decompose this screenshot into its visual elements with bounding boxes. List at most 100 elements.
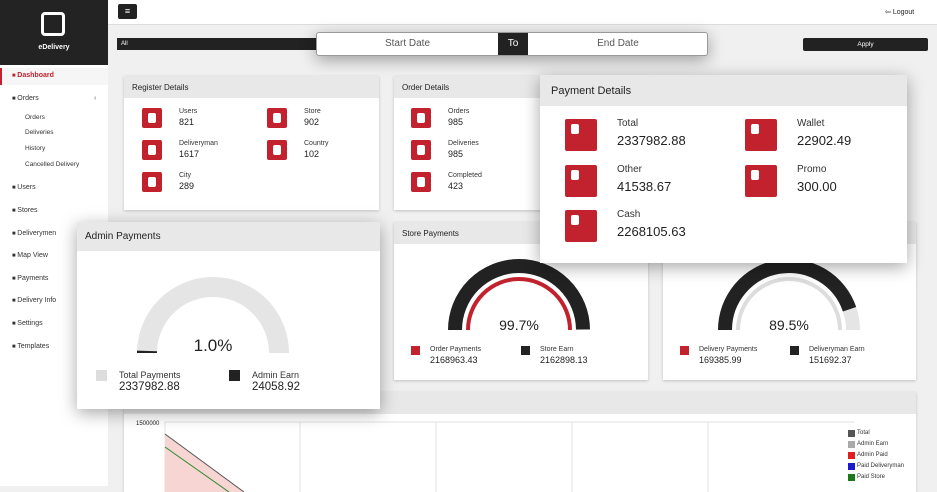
date-range: Start Date To End Date — [316, 32, 708, 56]
item-value: 41538.67 — [617, 179, 671, 194]
logout-text: Logout — [893, 9, 914, 16]
menu-label: Map View — [17, 252, 48, 259]
item-label: Store — [304, 108, 321, 115]
legend-value: 2162898.13 — [540, 355, 588, 365]
item-label: Total — [617, 118, 638, 129]
gauge-label: 99.7% — [479, 317, 559, 333]
menu-toggle[interactable]: ≡ — [118, 4, 137, 19]
to-label: To — [498, 33, 528, 55]
item-value: 102 — [304, 149, 319, 159]
icon — [411, 140, 431, 160]
icon — [142, 108, 162, 128]
icon — [142, 172, 162, 192]
submenu-item[interactable]: History — [25, 145, 45, 152]
item-label: Country — [304, 140, 329, 147]
start-date[interactable]: Start Date — [317, 33, 498, 55]
y-tick-label: 1500000 — [136, 421, 159, 427]
submenu-item[interactable]: Deliveries — [25, 129, 54, 136]
legend-label: Delivery Payments — [699, 346, 757, 353]
item-value: 289 — [179, 181, 194, 191]
topbar: ≡ ⇦ Logout — [108, 0, 937, 25]
item-label: Deliveries — [448, 140, 479, 147]
item-value: 821 — [179, 117, 194, 127]
item-value: 985 — [448, 117, 463, 127]
item-label: Wallet — [797, 118, 824, 129]
menu-label: Payments — [17, 275, 48, 282]
legend-value: 24058.92 — [252, 381, 300, 393]
item-value: 902 — [304, 117, 319, 127]
card-title: Payment Details — [540, 75, 907, 106]
menu-item[interactable]: ■ Stores — [12, 207, 38, 214]
brand: eDelivery — [0, 44, 108, 51]
item-value: 300.00 — [797, 179, 837, 194]
menu-item[interactable]: ■ Deliverymen — [12, 230, 56, 237]
icon — [565, 210, 597, 242]
menu-item[interactable]: ■ Settings — [12, 320, 43, 327]
legend-swatch — [680, 346, 689, 355]
logout[interactable]: ⇦ Logout — [885, 8, 914, 16]
menu-item[interactable]: ■ Delivery Info — [12, 297, 56, 304]
legend-swatch — [848, 474, 855, 481]
grid — [165, 422, 854, 492]
chevron: ‹ — [94, 95, 96, 102]
menu-item[interactable]: ■ Payments — [12, 275, 48, 282]
legend-label: Deliveryman Earn — [809, 346, 865, 353]
item-label: Deliveryman — [179, 140, 218, 147]
item-value: 1617 — [179, 149, 199, 159]
item-value: 2337982.88 — [617, 133, 686, 148]
menu-label: Templates — [17, 343, 49, 350]
gauge-label: 89.5% — [749, 317, 829, 333]
item-value: 985 — [448, 149, 463, 159]
legend-swatch — [790, 346, 799, 355]
icon — [411, 108, 431, 128]
item-value: 2268105.63 — [617, 224, 686, 239]
card-title: Register Details — [124, 76, 379, 98]
select[interactable]: All — [117, 38, 320, 50]
legend-label: Total — [857, 430, 870, 436]
icon — [267, 140, 287, 160]
menu-item[interactable]: ■ Orders — [12, 95, 39, 102]
icon — [745, 119, 777, 151]
menu-label: Delivery Info — [17, 297, 56, 304]
menu-item[interactable]: ■ Map View — [12, 252, 48, 259]
icon — [267, 108, 287, 128]
apply-button[interactable]: Apply — [803, 38, 928, 51]
menu-item[interactable]: ■ Templates — [12, 343, 49, 350]
legend-swatch — [521, 346, 530, 355]
item-value: 22902.49 — [797, 133, 851, 148]
line-chart — [124, 414, 916, 492]
icon — [565, 165, 597, 197]
menu-label: Users — [17, 184, 35, 191]
end-date[interactable]: End Date — [528, 33, 708, 55]
legend-label: Paid Deliveryman — [857, 463, 904, 469]
legend-swatch — [848, 452, 855, 459]
menu-item[interactable]: ■ Users — [12, 184, 36, 191]
legend-label: Admin Earn — [252, 370, 299, 380]
menu-label: Deliverymen — [17, 230, 56, 237]
logo — [41, 12, 65, 36]
item-label: City — [179, 172, 191, 179]
submenu-item[interactable]: Cancelled Delivery — [25, 161, 79, 168]
legend-value: 151692.37 — [809, 355, 852, 365]
legend-value: 169385.99 — [699, 355, 742, 365]
menu-label: Stores — [17, 207, 37, 214]
menu-item[interactable]: ■ Dashboard — [12, 72, 54, 79]
menu-label: Settings — [17, 320, 42, 327]
icon — [565, 119, 597, 151]
legend-label: Admin Paid — [857, 452, 888, 458]
item-label: Cash — [617, 209, 640, 220]
gauge-label: 1.0% — [173, 336, 253, 356]
submenu-item[interactable]: Orders — [25, 114, 45, 121]
menu-label: Orders — [17, 95, 38, 102]
legend-value: 2337982.88 — [119, 381, 180, 393]
card-title: Admin Payments — [77, 222, 380, 251]
legend-swatch — [848, 441, 855, 448]
item-label: Completed — [448, 172, 482, 179]
legend-label: Paid Store — [857, 474, 885, 480]
legend-label: Admin Earn — [857, 441, 888, 447]
legend-label: Total Payments — [119, 370, 181, 380]
